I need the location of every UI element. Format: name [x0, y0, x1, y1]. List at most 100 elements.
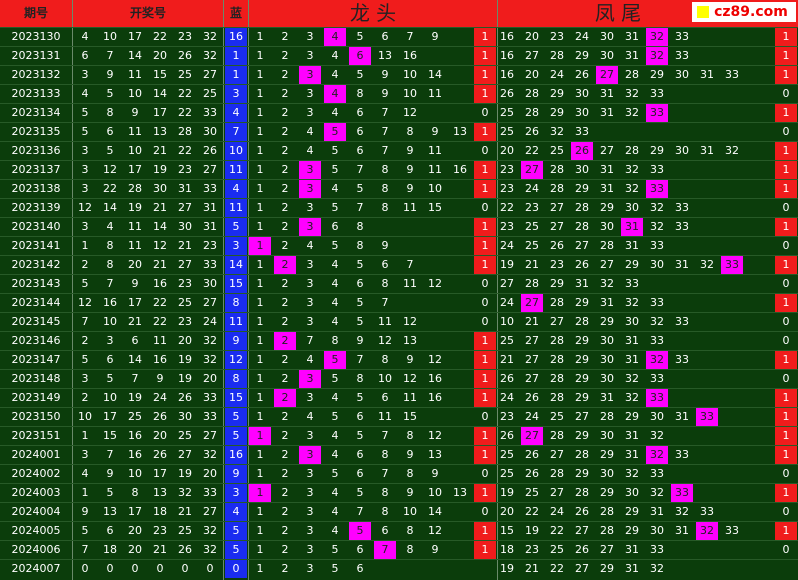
tail-number: 27: [525, 353, 539, 366]
tail-number: 33: [671, 484, 693, 502]
head-number: 7: [356, 163, 364, 176]
red-number: 21: [178, 505, 192, 518]
tail-number: 32: [650, 429, 664, 442]
head-flag: 0: [481, 505, 489, 518]
head-flag: 1: [474, 446, 496, 464]
red-number: 23: [203, 239, 217, 252]
period: 2023148: [11, 372, 61, 385]
blue-number: 4: [225, 180, 247, 198]
head-number: 6: [356, 562, 364, 575]
red-number: 14: [153, 87, 167, 100]
head-number: 2: [281, 49, 289, 62]
red-number: 10: [128, 467, 142, 480]
tail-number: 32: [625, 467, 639, 480]
red-number: 20: [128, 543, 142, 556]
row-line: [0, 388, 798, 389]
red-number: 30: [203, 277, 217, 290]
tail-number: 33: [575, 125, 589, 138]
red-number: 1: [81, 486, 89, 499]
head-number: 11: [428, 87, 442, 100]
head-number: 2: [281, 562, 289, 575]
head-number: 2: [281, 68, 289, 81]
tail-number: 29: [575, 334, 589, 347]
tail-number: 23: [525, 543, 539, 556]
red-number: 17: [103, 410, 117, 423]
period: 2023132: [11, 68, 61, 81]
tail-flag: 1: [775, 522, 797, 540]
tail-number: 24: [575, 30, 589, 43]
blue-number: 3: [225, 237, 247, 255]
head-number: 8: [381, 163, 389, 176]
tail-number: 26: [500, 87, 514, 100]
head-number: 8: [381, 448, 389, 461]
head-number: 14: [428, 68, 442, 81]
tail-flag: 1: [775, 427, 797, 445]
tail-number: 27: [550, 448, 564, 461]
red-number: 27: [203, 429, 217, 442]
tail-number: 29: [575, 182, 589, 195]
red-number: 5: [81, 106, 89, 119]
tail-number: 33: [675, 201, 689, 214]
blue-number: 16: [225, 28, 247, 46]
head-number: 9: [356, 334, 364, 347]
tail-number: 32: [625, 87, 639, 100]
tail-number: 19: [500, 258, 514, 271]
red-number: 28: [128, 182, 142, 195]
red-number: 32: [203, 49, 217, 62]
head-number: 5: [331, 543, 339, 556]
tail-number: 28: [550, 334, 564, 347]
tail-number: 22: [525, 505, 539, 518]
tail-number: 30: [650, 410, 664, 423]
red-number: 16: [128, 429, 142, 442]
red-number: 32: [178, 486, 192, 499]
red-number: 8: [106, 239, 114, 252]
red-number: 30: [178, 220, 192, 233]
head-number: 1: [256, 505, 264, 518]
tail-number: 29: [550, 106, 564, 119]
tail-number: 29: [575, 49, 589, 62]
tail-number: 31: [625, 49, 639, 62]
tail-number: 33: [721, 256, 743, 274]
head-number: 9: [406, 163, 414, 176]
red-number: 17: [153, 467, 167, 480]
tail-number: 32: [646, 446, 668, 464]
tail-number: 33: [646, 389, 668, 407]
tail-number: 24: [500, 239, 514, 252]
red-number: 6: [106, 353, 114, 366]
red-number: 32: [203, 353, 217, 366]
row-line: [0, 350, 798, 351]
period: 2024006: [11, 543, 61, 556]
tail-number: 25: [550, 410, 564, 423]
head-flag: 1: [474, 218, 496, 236]
row-line: [0, 559, 798, 560]
tail-number: 33: [650, 543, 664, 556]
head-number: 2: [281, 144, 289, 157]
head-number: 1: [256, 467, 264, 480]
tail-number: 27: [521, 427, 543, 445]
red-number: 0: [156, 562, 164, 575]
head-number: 4: [331, 68, 339, 81]
red-number: 24: [203, 315, 217, 328]
red-number: 22: [103, 182, 117, 195]
tail-number: 33: [675, 353, 689, 366]
head-number: 2: [281, 296, 289, 309]
tail-number: 20: [500, 505, 514, 518]
tail-number: 29: [575, 467, 589, 480]
red-number: 33: [203, 258, 217, 271]
head-number: 3: [299, 161, 321, 179]
tail-number: 28: [600, 410, 614, 423]
tail-number: 32: [675, 505, 689, 518]
blue-number: 8: [225, 294, 247, 312]
tail-number: 27: [550, 220, 564, 233]
row-line: [0, 236, 798, 237]
red-number: 9: [81, 505, 89, 518]
row-line: [0, 369, 798, 370]
head-number: 4: [306, 353, 314, 366]
head-number: 6: [356, 106, 364, 119]
tail-number: 29: [575, 353, 589, 366]
head-number: 7: [356, 505, 364, 518]
head-number: 6: [381, 524, 389, 537]
period: 2023135: [11, 125, 61, 138]
tail-number: 32: [625, 372, 639, 385]
divider: [248, 0, 249, 580]
